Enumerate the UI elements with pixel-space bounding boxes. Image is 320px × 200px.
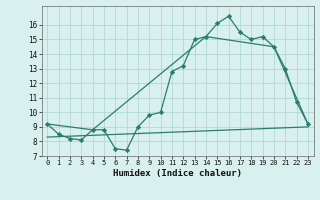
X-axis label: Humidex (Indice chaleur): Humidex (Indice chaleur) — [113, 169, 242, 178]
